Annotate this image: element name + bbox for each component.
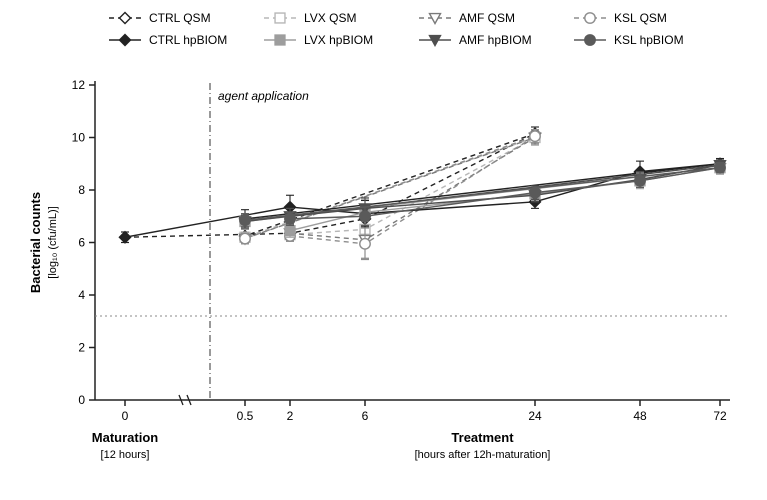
agent-application-label: agent application — [218, 89, 309, 103]
legend-item-ksl_hp: KSL hpBIOM — [574, 33, 684, 47]
legend-label: KSL hpBIOM — [614, 33, 684, 47]
y-tick-label: 6 — [78, 236, 85, 250]
x-tick-label: 24 — [528, 409, 542, 423]
legend-item-ksl_qsm: KSL QSM — [574, 11, 667, 25]
legend-label: LVX QSM — [304, 11, 356, 25]
legend-label: AMF hpBIOM — [459, 33, 532, 47]
x-treatment-sub: [hours after 12h-maturation] — [415, 449, 551, 461]
x-tick-label: 0.5 — [237, 409, 254, 423]
legend-label: AMF QSM — [459, 11, 515, 25]
y-axis-subtitle: [log₁₀ (cfu/mL)] — [47, 206, 59, 278]
x-tick-label: 6 — [362, 409, 369, 423]
y-tick-label: 4 — [78, 288, 85, 302]
plot-bg — [0, 0, 767, 500]
legend-label: CTRL hpBIOM — [149, 33, 227, 47]
y-tick-label: 0 — [78, 393, 85, 407]
bacterial-counts-chart: 024681012Bacterial counts[log₁₀ (cfu/mL)… — [0, 0, 767, 500]
x-tick-label: 0 — [122, 409, 129, 423]
x-tick-label: 48 — [633, 409, 647, 423]
legend-label: CTRL QSM — [149, 11, 211, 25]
y-tick-label: 12 — [72, 78, 86, 92]
x-maturation-title: Maturation — [92, 430, 159, 445]
y-tick-label: 10 — [72, 131, 86, 145]
x-treatment-title: Treatment — [451, 430, 514, 445]
legend-item-amf_hp: AMF hpBIOM — [419, 33, 532, 47]
y-tick-label: 8 — [78, 183, 85, 197]
y-axis-title: Bacterial counts — [28, 192, 43, 293]
y-tick-label: 2 — [78, 341, 85, 355]
legend-item-ctrl_qsm: CTRL QSM — [109, 11, 211, 25]
x-tick-label: 72 — [713, 409, 727, 423]
legend-item-lvx_hp: LVX hpBIOM — [264, 33, 373, 47]
legend-item-lvx_qsm: LVX QSM — [264, 11, 356, 25]
x-tick-label: 2 — [287, 409, 294, 423]
legend-label: LVX hpBIOM — [304, 33, 373, 47]
x-maturation-sub: [12 hours] — [101, 449, 150, 461]
legend-label: KSL QSM — [614, 11, 667, 25]
